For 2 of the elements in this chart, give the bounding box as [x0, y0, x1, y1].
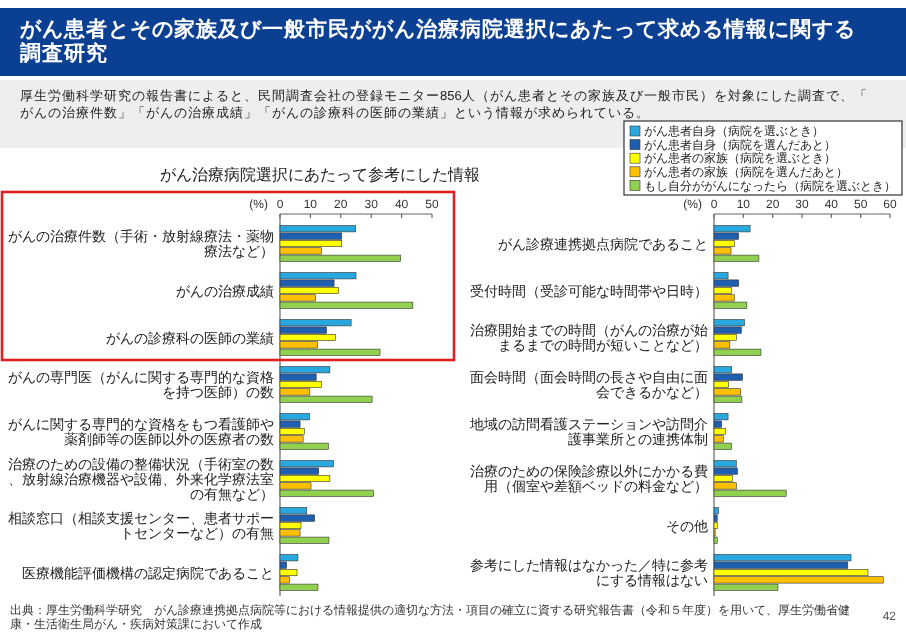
chart-title: がん患者とその家族及び一般市民ががん治療病院選択にあたって求める情報に関する調査研究 [18, 16, 856, 66]
text: がん治療病院選択にあたって参考にした情報 [160, 166, 480, 184]
